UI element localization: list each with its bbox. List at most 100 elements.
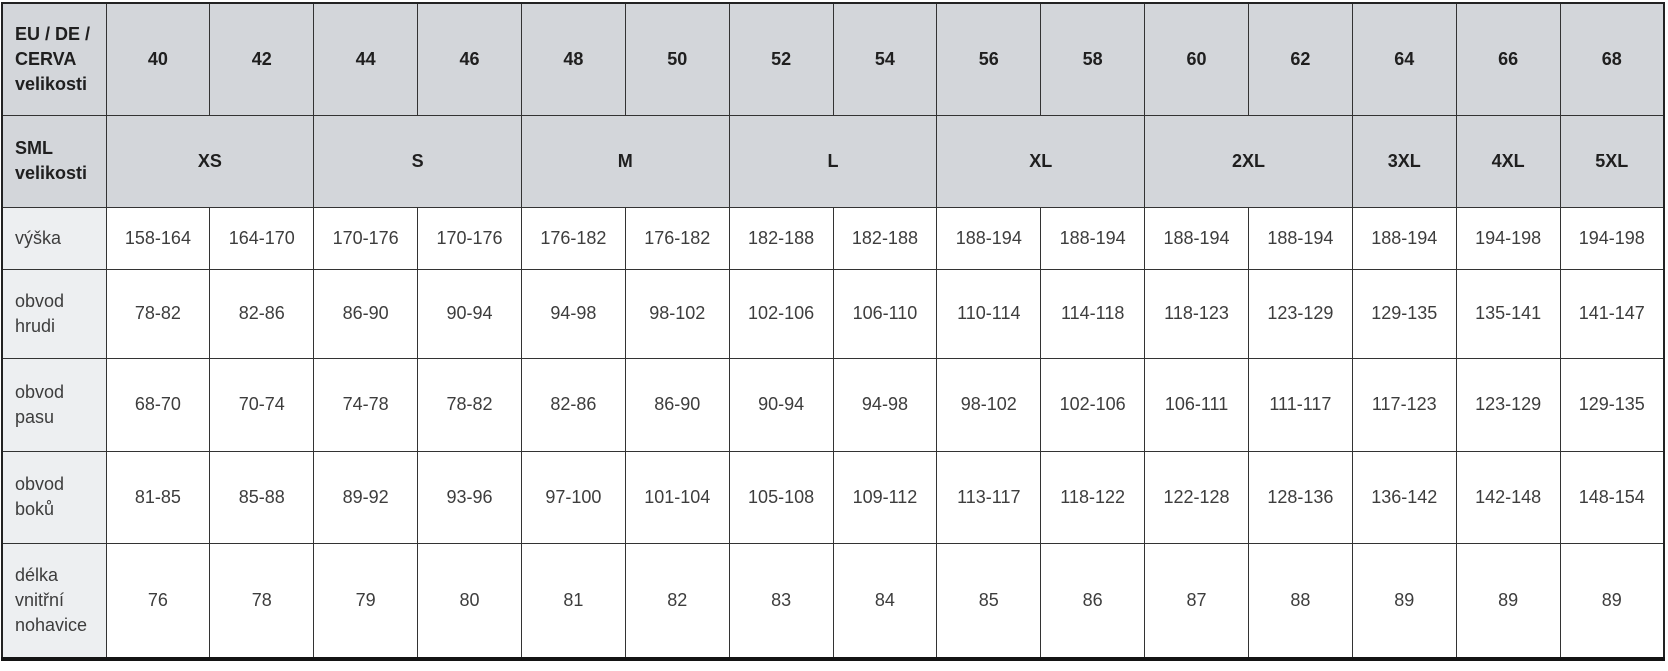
eu-size-header: 48	[520, 2, 626, 116]
value-cell: 194-198	[1559, 206, 1665, 270]
value-cell: 110-114	[936, 268, 1042, 359]
value-cell: 90-94	[728, 357, 834, 452]
value-cell: 106-110	[832, 268, 938, 359]
value-cell: 114-118	[1040, 268, 1146, 359]
value-cell: 106-111	[1144, 357, 1249, 452]
value-cell: 78-82	[417, 357, 522, 452]
value-cell: 82	[624, 542, 730, 660]
value-cell: 84	[832, 542, 938, 660]
size-table: EU / DE / CERVA velikosti 40 42 44 46 48 50 52 5…	[1, 2, 1665, 661]
value-cell: 85	[936, 542, 1042, 660]
eu-sizes-row-label: EU / DE / CERVA velikosti	[1, 2, 107, 116]
value-cell: 93-96	[417, 450, 522, 544]
sml-size-group: S	[313, 114, 522, 208]
measurement-row-obvod-boku: obvod boků 81-85 85-88 89-92 93-96 97-100 101-…	[1, 450, 1665, 544]
row-label-obvod-hrudi: obvod hrudi	[1, 268, 107, 359]
value-cell: 142-148	[1455, 450, 1561, 544]
eu-size-header: 66	[1455, 2, 1561, 116]
sml-size-group: M	[520, 114, 730, 208]
value-cell: 86	[1040, 542, 1146, 660]
eu-size-header: 62	[1247, 2, 1353, 116]
value-cell: 74-78	[313, 357, 419, 452]
eu-size-header: 68	[1559, 2, 1665, 116]
sml-size-group: 4XL	[1455, 114, 1561, 208]
value-cell: 129-135	[1351, 268, 1457, 359]
value-cell: 136-142	[1351, 450, 1457, 544]
value-cell: 188-194	[1351, 206, 1457, 270]
value-cell: 98-102	[624, 268, 730, 359]
value-cell: 79	[313, 542, 419, 660]
eu-size-header: 42	[209, 2, 315, 116]
value-cell: 78	[209, 542, 315, 660]
value-cell: 70-74	[209, 357, 315, 452]
value-cell: 123-129	[1247, 268, 1353, 359]
value-cell: 88	[1247, 542, 1353, 660]
value-cell: 94-98	[520, 268, 626, 359]
value-cell: 148-154	[1559, 450, 1665, 544]
value-cell: 194-198	[1455, 206, 1561, 270]
eu-size-header: 40	[105, 2, 211, 116]
value-cell: 111-117	[1247, 357, 1353, 452]
value-cell: 118-122	[1040, 450, 1146, 544]
value-cell: 102-106	[1040, 357, 1146, 452]
value-cell: 182-188	[832, 206, 938, 270]
value-cell: 135-141	[1455, 268, 1561, 359]
sml-size-group: L	[728, 114, 938, 208]
value-cell: 81	[520, 542, 626, 660]
eu-size-header: 52	[728, 2, 834, 116]
value-cell: 102-106	[728, 268, 834, 359]
value-cell: 94-98	[832, 357, 938, 452]
value-cell: 76	[105, 542, 211, 660]
value-cell: 85-88	[209, 450, 315, 544]
measurement-row-obvod-hrudi: obvod hrudi 78-82 82-86 86-90 90-94 94-98 98-1…	[1, 268, 1665, 359]
sml-size-group: XS	[105, 114, 315, 208]
value-cell: 80	[417, 542, 522, 660]
eu-size-header: 44	[313, 2, 419, 116]
sml-size-group: 2XL	[1144, 114, 1353, 208]
header-row-sml-sizes: SML velikosti XS S M L XL 2XL 3XL 4XL 5XL	[1, 114, 1665, 208]
value-cell: 176-182	[624, 206, 730, 270]
eu-size-header: 58	[1040, 2, 1146, 116]
value-cell: 129-135	[1559, 357, 1665, 452]
measurement-row-delka-vnitrni-nohavice: délka vnitřní nohavice 76 78 79 80 81 82 83 84 85…	[1, 542, 1665, 660]
value-cell: 188-194	[1040, 206, 1146, 270]
value-cell: 158-164	[105, 206, 211, 270]
value-cell: 98-102	[936, 357, 1042, 452]
value-cell: 82-86	[209, 268, 315, 359]
value-cell: 101-104	[624, 450, 730, 544]
value-cell: 118-123	[1144, 268, 1249, 359]
value-cell: 164-170	[209, 206, 315, 270]
eu-size-header: 64	[1351, 2, 1457, 116]
value-cell: 128-136	[1247, 450, 1353, 544]
value-cell: 188-194	[936, 206, 1042, 270]
value-cell: 82-86	[520, 357, 626, 452]
value-cell: 83	[728, 542, 834, 660]
value-cell: 97-100	[520, 450, 626, 544]
value-cell: 81-85	[105, 450, 211, 544]
measurement-row-vyska: výška 158-164 164-170 170-176 170-176 176-182…	[1, 206, 1665, 270]
sml-size-group: 3XL	[1351, 114, 1457, 208]
value-cell: 105-108	[728, 450, 834, 544]
eu-size-header: 46	[417, 2, 522, 116]
row-label-obvod-boku: obvod boků	[1, 450, 107, 544]
sml-sizes-row-label: SML velikosti	[1, 114, 107, 208]
value-cell: 122-128	[1144, 450, 1249, 544]
value-cell: 141-147	[1559, 268, 1665, 359]
value-cell: 89	[1559, 542, 1665, 660]
row-label-vyska: výška	[1, 206, 107, 270]
value-cell: 123-129	[1455, 357, 1561, 452]
value-cell: 89-92	[313, 450, 419, 544]
sml-size-group: XL	[936, 114, 1146, 208]
value-cell: 90-94	[417, 268, 522, 359]
value-cell: 170-176	[417, 206, 522, 270]
eu-size-header: 50	[624, 2, 730, 116]
sml-size-group: 5XL	[1559, 114, 1665, 208]
value-cell: 109-112	[832, 450, 938, 544]
eu-size-header: 56	[936, 2, 1042, 116]
value-cell: 117-123	[1351, 357, 1457, 452]
value-cell: 86-90	[624, 357, 730, 452]
value-cell: 78-82	[105, 268, 211, 359]
value-cell: 86-90	[313, 268, 419, 359]
value-cell: 87	[1144, 542, 1249, 660]
